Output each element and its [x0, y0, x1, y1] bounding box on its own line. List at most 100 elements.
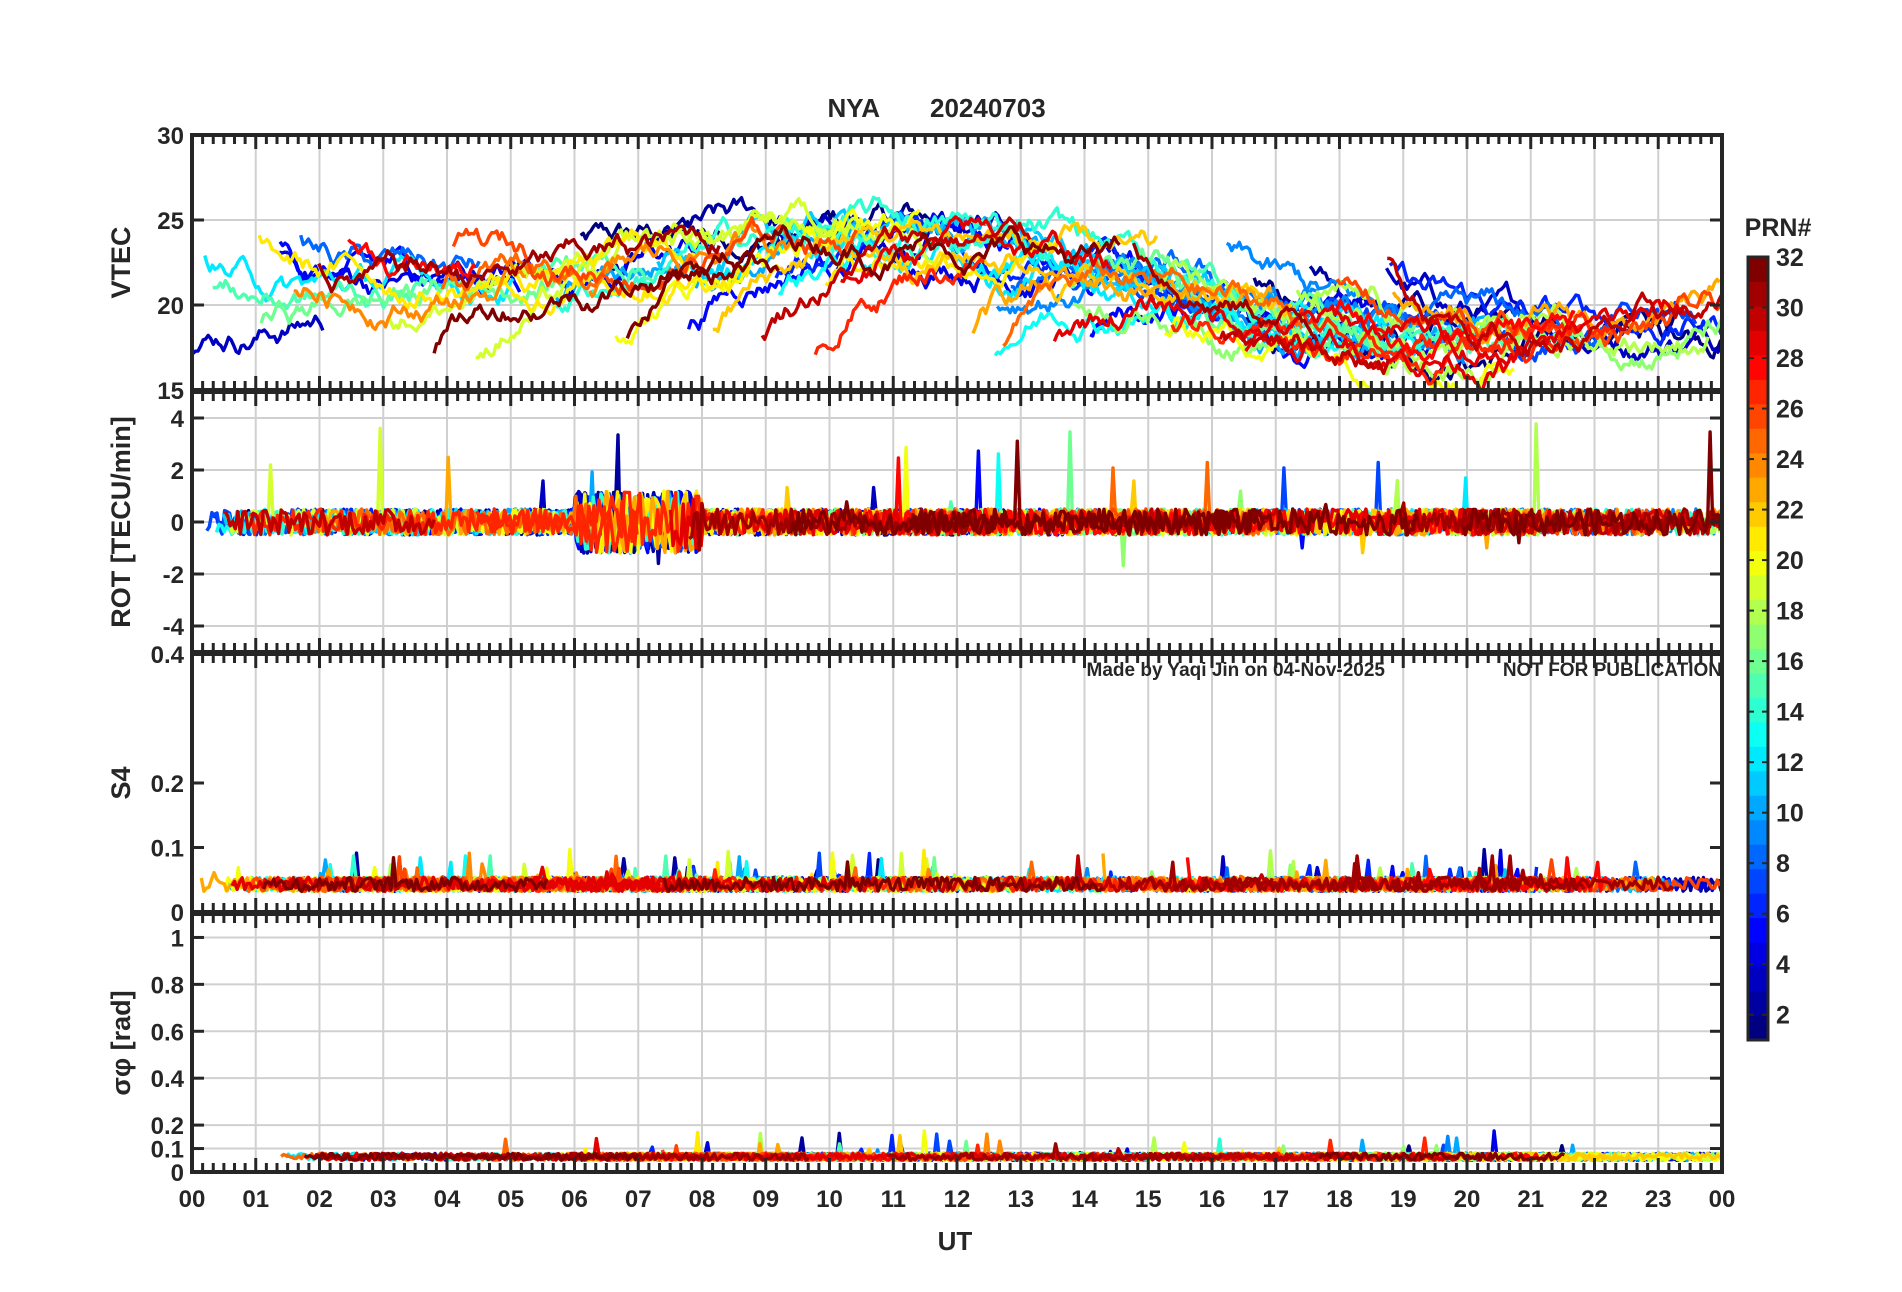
- y-tick-label: 25: [157, 208, 184, 235]
- prn-32-line: [432, 251, 780, 354]
- colorbar-swatch: [1748, 452, 1768, 478]
- colorbar-swatch: [1748, 281, 1768, 307]
- colorbar-swatch: [1748, 868, 1768, 894]
- series-lines: [280, 1129, 1722, 1163]
- prn-29-line: [1052, 293, 1510, 374]
- series-lines: [205, 422, 1722, 568]
- colorbar-tick-label: 18: [1776, 598, 1804, 626]
- colorbar-swatch: [1748, 893, 1768, 919]
- panel-s4: 0 0.1 0.2 0.4 S4: [106, 642, 1724, 927]
- colorbar-swatch: [1748, 354, 1768, 380]
- colorbar-swatch: [1748, 648, 1768, 674]
- x-tick-label: 10: [816, 1186, 843, 1213]
- x-tick-label: 04: [434, 1186, 461, 1213]
- prn-32-line: [662, 860, 1104, 893]
- x-tick-label: 01: [242, 1186, 269, 1213]
- panel-rot: -4 -2 0 2 4 ROT [TECU/min]: [106, 390, 1724, 654]
- x-tick-label: 06: [561, 1186, 588, 1213]
- x-tick-label: 09: [752, 1186, 779, 1213]
- y-tick-label: 20: [157, 293, 184, 320]
- colorbar-swatch: [1748, 526, 1768, 552]
- x-tick-labels: 00 01 02 03 04 05 06 07 08 09 10 11 12 13 14 15 16 17 18 19…: [179, 1186, 1736, 1213]
- y-tick-label: 0: [171, 510, 184, 537]
- x-tick-label: 15: [1135, 1186, 1162, 1213]
- colorbar-swatch: [1748, 257, 1768, 282]
- colorbar-swatch: [1748, 697, 1768, 723]
- prn-32-line: [1461, 430, 1722, 545]
- series-lines: [192, 195, 1722, 390]
- colorbar-swatch: [1748, 795, 1768, 821]
- y-tick-label: 1: [171, 925, 184, 952]
- y-tick-label: 0.6: [151, 1019, 184, 1046]
- y-tick-label: 0.4: [151, 1066, 185, 1093]
- y-tick-label: 15: [157, 378, 184, 405]
- colorbar-swatch: [1748, 819, 1768, 845]
- x-tick-label: 16: [1199, 1186, 1226, 1213]
- x-tick-label: 20: [1454, 1186, 1481, 1213]
- x-tick-label: 14: [1071, 1186, 1098, 1213]
- x-tick-label: 00: [1709, 1186, 1736, 1213]
- prn-16-line: [259, 278, 564, 325]
- colorbar-swatch: [1748, 550, 1768, 576]
- y-tick-label: 4: [171, 406, 185, 433]
- series-lines: [199, 847, 1722, 894]
- y-tick-label: 0.2: [151, 771, 184, 798]
- y-tick-label: 0.4: [151, 642, 185, 669]
- title-station: NYA: [827, 93, 880, 123]
- y-tick-label: -4: [163, 614, 185, 641]
- y-axis-label-vtec: VTEC: [106, 226, 136, 298]
- colorbar-tick-label: 28: [1776, 345, 1804, 373]
- colorbar-swatch: [1748, 624, 1768, 649]
- prn-3-line: [192, 314, 325, 355]
- colorbar-swatch: [1748, 966, 1768, 992]
- y-tick-label: 0.2: [151, 1113, 184, 1140]
- x-tick-label: 11: [881, 1186, 906, 1213]
- y-tick-label: 2: [171, 458, 184, 485]
- prn-31-line: [1225, 854, 1675, 893]
- prn-25-line: [440, 252, 615, 292]
- colorbar-swatch: [1748, 477, 1768, 503]
- colorbar-tick-label: 2: [1776, 1002, 1790, 1030]
- y-tick-label: 0.1: [151, 836, 184, 863]
- y-tick-label: 30: [157, 123, 184, 150]
- y-tick-label: -2: [163, 562, 184, 589]
- x-tick-label: 21: [1517, 1186, 1544, 1213]
- colorbar-swatch: [1748, 330, 1768, 356]
- x-tick-label: 05: [497, 1186, 524, 1213]
- y-tick-label: 0: [171, 900, 184, 927]
- y-tick-label: 0.8: [151, 972, 184, 999]
- y-tick-label: 0.1: [151, 1137, 184, 1164]
- colorbar-tick-label: 4: [1776, 951, 1790, 979]
- y-axis-label-sigma_phi: σφ [rad]: [106, 990, 136, 1095]
- prn-31-line: [1131, 242, 1319, 343]
- colorbar-frame: [1746, 255, 1770, 1042]
- x-tick-label: 12: [944, 1186, 971, 1213]
- prn-31-line: [886, 1142, 1223, 1162]
- y-axis-label-s4: S4: [106, 766, 136, 799]
- x-tick-label: 00: [179, 1186, 206, 1213]
- y-axis-label-rot: ROT [TECU/min]: [106, 416, 136, 627]
- colorbar-swatch: [1748, 379, 1768, 405]
- colorbar-swatch: [1748, 1015, 1768, 1041]
- colorbar-tick-label: 12: [1776, 749, 1804, 777]
- colorbar-swatch: [1748, 575, 1768, 601]
- x-tick-label: 18: [1326, 1186, 1353, 1213]
- prn-32-line: [303, 1151, 507, 1162]
- colorbar-swatch: [1748, 403, 1768, 429]
- x-tick-label: 03: [370, 1186, 397, 1213]
- prn-31-line: [1117, 860, 1274, 893]
- x-tick-label: 08: [689, 1186, 716, 1213]
- prn-32-line: [625, 224, 1121, 339]
- prn-25-line: [830, 860, 1340, 893]
- prn-32-line: [1318, 1151, 1565, 1162]
- x-tick-label: 02: [306, 1186, 333, 1213]
- colorbar-tick-label: 24: [1776, 446, 1804, 474]
- colorbar-label: PRN#: [1745, 214, 1812, 242]
- colorbar-swatch: [1748, 770, 1768, 796]
- y-tick-label: 0: [171, 1160, 184, 1187]
- panel-sigma_phi: 00.10.2 0.4 0.6 0.8 1 σφ [rad]: [106, 912, 1724, 1187]
- prn-27-line: [813, 257, 985, 356]
- colorbar-swatch: [1748, 428, 1768, 454]
